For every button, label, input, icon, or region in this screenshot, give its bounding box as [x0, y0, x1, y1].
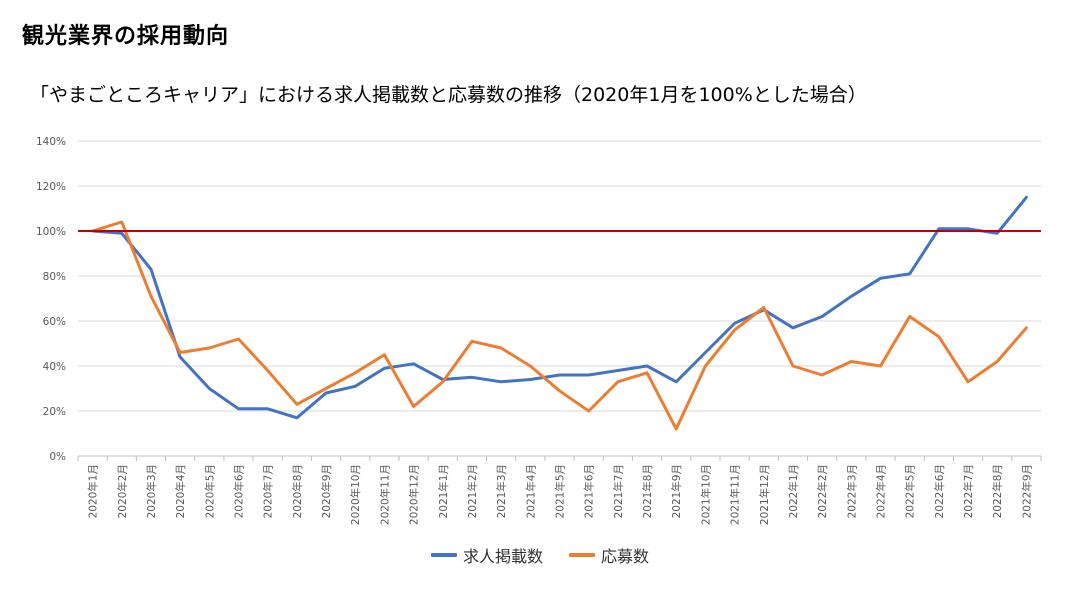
x-tick-label: 2020年8月 [291, 464, 304, 518]
x-tick-label: 2022年7月 [962, 464, 975, 518]
y-tick-label: 100% [36, 226, 66, 238]
x-tick-label: 2022年6月 [933, 464, 946, 518]
page-title: 観光業界の採用動向 [22, 24, 230, 49]
x-tick-label: 2022年8月 [991, 464, 1004, 518]
x-tick-label: 2020年9月 [320, 464, 333, 518]
x-tick-label: 2021年6月 [583, 464, 596, 518]
series-line-1 [91, 195, 1028, 420]
x-tick-label: 2022年2月 [816, 464, 829, 518]
x-tick-label: 2020年6月 [233, 464, 246, 518]
legend-swatch [569, 553, 595, 557]
x-tick-label: 2020年11月 [378, 464, 391, 525]
x-tick-label: 2022年1月 [787, 464, 800, 518]
x-tick-label: 2021年7月 [612, 464, 625, 518]
legend-item-2: 応募数 [569, 543, 649, 567]
x-tick-label: 2020年12月 [408, 464, 421, 525]
y-tick-label: 60% [43, 316, 66, 328]
x-tick-label: 2021年2月 [466, 464, 479, 518]
x-tick-label: 2020年4月 [174, 464, 187, 518]
chart-subtitle: 「やまごところキャリア」における求人掲載数と応募数の推移（2020年1月を100… [30, 84, 867, 106]
x-tick-label: 2020年2月 [116, 464, 129, 518]
legend-label: 求人掲載数 [462, 547, 543, 566]
y-tick-label: 40% [43, 361, 66, 373]
x-tick-label: 2020年10月 [349, 464, 362, 525]
y-tick-label: 20% [43, 406, 66, 418]
x-tick-label: 2021年11月 [729, 464, 742, 525]
legend-swatch [430, 553, 457, 557]
y-tick-label: 140% [36, 136, 66, 148]
x-tick-label: 2022年4月 [875, 464, 888, 518]
x-tick-label: 2022年9月 [1020, 464, 1033, 518]
x-tick-label: 2020年5月 [203, 464, 216, 518]
x-tick-label: 2020年1月 [87, 464, 100, 518]
x-tick-label: 2020年7月 [262, 464, 275, 518]
y-tick-label: 0% [49, 451, 66, 463]
x-tick-label: 2021年9月 [670, 464, 683, 518]
x-tick-label: 2022年5月 [904, 464, 917, 518]
x-tick-label: 2022年3月 [845, 464, 858, 518]
series-line-2 [91, 220, 1028, 431]
y-tick-label: 120% [36, 181, 66, 193]
x-tick-label: 2021年12月 [758, 464, 771, 525]
legend-item-1: 求人掲載数 [430, 543, 543, 567]
x-tick-label: 2021年1月 [437, 464, 450, 518]
x-tick-label: 2021年4月 [524, 464, 537, 518]
x-tick-label: 2020年3月 [145, 464, 158, 518]
chart-legend: 求人掲載数 応募数 [0, 543, 1080, 567]
y-tick-label: 80% [43, 271, 66, 283]
x-tick-label: 2021年10月 [699, 464, 712, 525]
x-tick-label: 2021年5月 [554, 464, 567, 518]
x-tick-label: 2021年3月 [495, 464, 508, 518]
x-tick-label: 2021年8月 [641, 464, 654, 518]
legend-label: 応募数 [601, 547, 650, 566]
